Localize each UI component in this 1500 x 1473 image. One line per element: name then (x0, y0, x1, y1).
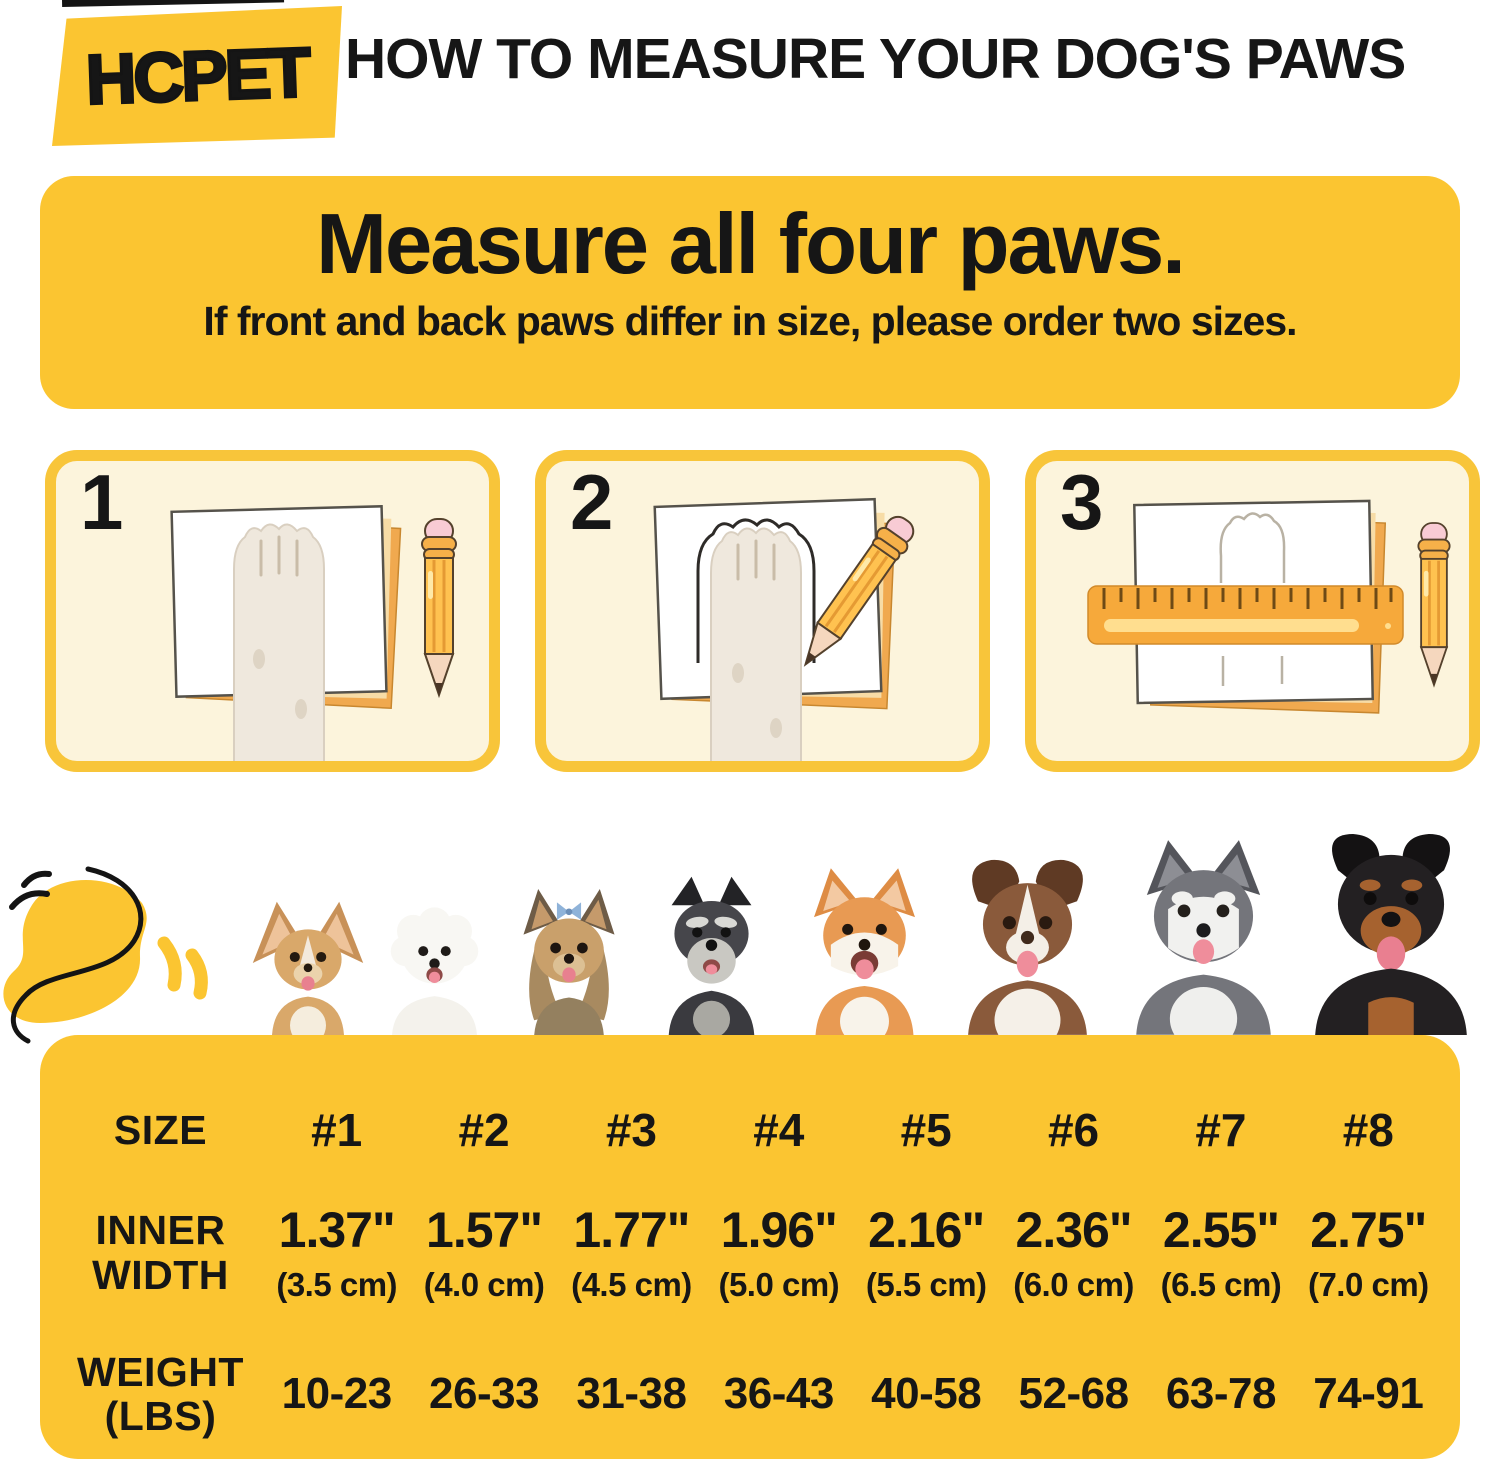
inner-width-value: 1.37" (3.5 cm) (276, 1202, 398, 1303)
dog-photo-chihuahua (248, 897, 368, 1035)
ruler-icon (1087, 585, 1404, 645)
dog-photo-australian-shepherd (945, 845, 1110, 1035)
inner-width-row-label: INNER WIDTH (92, 1207, 229, 1298)
banner-subline: If front and back paws differ in size, p… (203, 298, 1297, 344)
dog-photo-bichon-frise (372, 891, 497, 1035)
size-value: #7 (1195, 1104, 1247, 1156)
step-panel-2: 2 (535, 450, 990, 772)
step-number: 2 (570, 458, 614, 546)
dog-breeds-row (248, 815, 1486, 1035)
step-panel-1: 1 (45, 450, 500, 772)
size-chart: SIZE #1 #2 #3 #4 #5 #6 #7 #8 INNER WIDTH… (40, 1035, 1460, 1459)
dog-photo-shiba-inu (788, 859, 941, 1035)
inner-width-row: INNER WIDTH 1.37" (3.5 cm) 1.57" (4.0 cm) … (58, 1201, 1442, 1304)
paw-outline (1219, 512, 1286, 686)
inner-width-value: 1.57" (4.0 cm) (423, 1202, 545, 1303)
weight-value: 10-23 (281, 1369, 393, 1419)
inner-width-value: 2.55" (6.5 cm) (1160, 1202, 1282, 1303)
size-value: #2 (458, 1104, 510, 1156)
size-value: #8 (1342, 1104, 1394, 1156)
step-number: 1 (80, 458, 124, 546)
size-row: SIZE #1 #2 #3 #4 #5 #6 #7 #8 (58, 1103, 1442, 1157)
size-row-label: SIZE (113, 1106, 208, 1153)
logo-background-shape (52, 6, 342, 146)
measure-width-illustration (1087, 499, 1451, 714)
brand-logo: HCPET (52, 6, 342, 146)
inner-width-value: 2.16" (5.5 cm) (865, 1202, 987, 1303)
size-value: #6 (1047, 1104, 1100, 1156)
logo-text: HCPET (83, 32, 311, 121)
dog-photo-alaskan-malamute (1115, 831, 1292, 1035)
weight-value: 31-38 (576, 1369, 687, 1419)
headline-banner: Measure all four paws. If front and back… (40, 176, 1460, 409)
banner-headline: Measure all four paws. (316, 197, 1186, 292)
inner-width-value: 2.36" (6.0 cm) (1013, 1202, 1134, 1303)
weight-value: 26-33 (429, 1369, 540, 1419)
traced-outline (696, 518, 816, 663)
size-value: #3 (605, 1104, 658, 1156)
step-number: 3 (1060, 458, 1104, 546)
page-title: HOW TO MEASURE YOUR DOG'S PAWS (345, 27, 1406, 91)
weight-value: 52-68 (1018, 1369, 1130, 1419)
weight-row-label: WEIGHT (LBS) (77, 1349, 244, 1440)
paw-swoosh-doodle (3, 866, 208, 1044)
size-value: #5 (900, 1104, 952, 1156)
weight-value: 40-58 (871, 1369, 982, 1419)
weight-value: 74-91 (1313, 1369, 1424, 1419)
pencil-icon (803, 515, 915, 667)
inner-width-value: 2.75" (7.0 cm) (1307, 1202, 1429, 1303)
size-value: #1 (311, 1104, 363, 1156)
pencil-icon (421, 518, 457, 699)
dog-photo-yorkshire-terrier (502, 881, 636, 1035)
dog-paw-icon (710, 527, 802, 761)
step-panel-3: 3 (1025, 450, 1480, 772)
weight-row: WEIGHT (LBS) 10-23 26-33 31-38 36-43 40-… (58, 1350, 1442, 1439)
paw-on-paper-illustration (170, 505, 457, 761)
pencil-icon (1417, 522, 1451, 688)
size-value: #4 (753, 1104, 805, 1156)
dog-paw-icon (233, 523, 325, 761)
inner-width-value: 1.96" (5.0 cm) (718, 1202, 840, 1303)
inner-width-value: 1.77" (4.5 cm) (571, 1202, 692, 1303)
dog-photo-miniature-schnauzer (640, 871, 783, 1035)
trace-paw-illustration (653, 497, 915, 761)
weight-value: 36-43 (723, 1369, 835, 1419)
weight-value: 63-78 (1165, 1369, 1277, 1419)
dog-photo-rottweiler (1296, 817, 1486, 1035)
